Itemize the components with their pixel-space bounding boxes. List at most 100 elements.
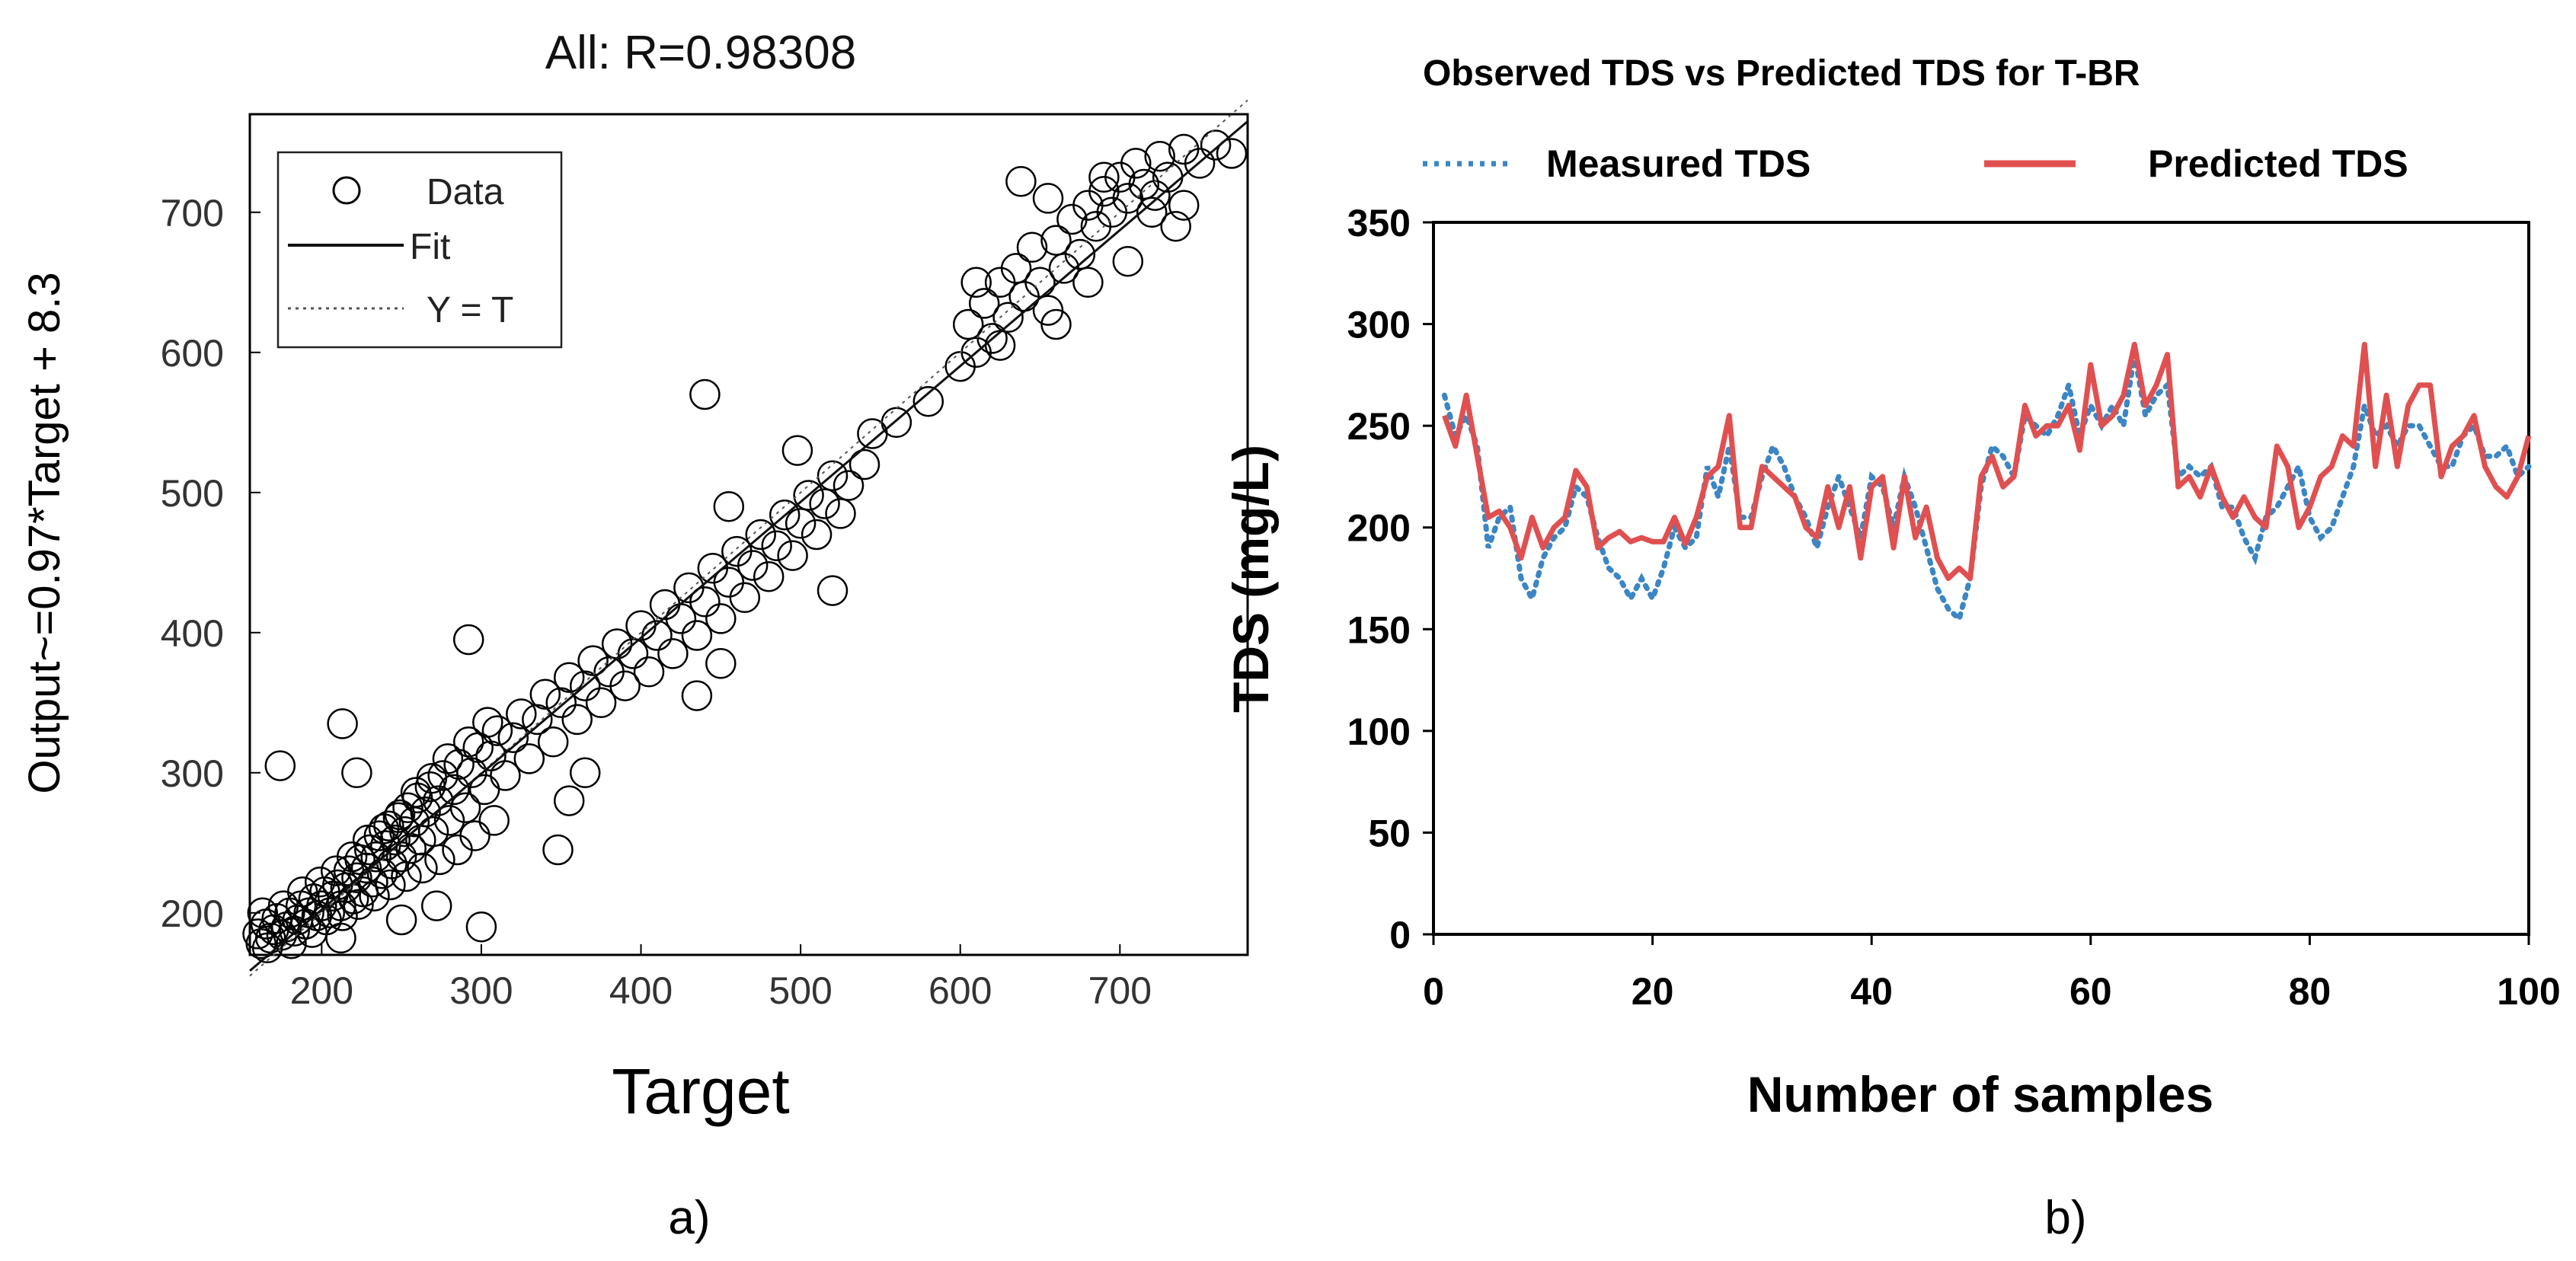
scatter-point [1216, 138, 1248, 169]
panel-label-a: a) [668, 1192, 710, 1244]
scatter-y-tick-label: 300 [161, 752, 224, 795]
scatter-point [689, 378, 721, 410]
scatter-point [585, 687, 617, 719]
scatter-point [781, 435, 813, 466]
scatter-point [1064, 238, 1096, 270]
scatter-legend-box [276, 151, 563, 349]
scatter-point [1032, 183, 1064, 214]
scatter-point [359, 880, 390, 911]
scatter-point [286, 876, 318, 908]
scatter-point [689, 586, 721, 618]
scatter-y-tick-label: 600 [161, 332, 224, 375]
legend-data-label: Data [427, 172, 504, 212]
scatter-point [617, 638, 649, 669]
scatter-point [769, 499, 801, 531]
scatter-point [553, 662, 585, 693]
scatter-point [793, 480, 824, 511]
scatter-point [1120, 148, 1152, 179]
scatter-point [1184, 148, 1216, 179]
scatter-point [729, 582, 761, 614]
scatter-point [952, 308, 984, 340]
line-y-tick-label: 0 [1389, 914, 1411, 956]
scatter-point [456, 757, 487, 789]
scatter-point [264, 750, 296, 781]
scatter-legend: Data Fit Y = T [276, 151, 563, 349]
scatter-x-axis-label: Target [612, 1055, 789, 1127]
scatter-point [304, 867, 336, 898]
scatter-x-ticks: 200 300 400 500 600 700 [290, 944, 1152, 1012]
scatter-point [1112, 245, 1144, 277]
line-x-tick-label: 80 [2289, 970, 2332, 1013]
scatter-point [817, 575, 849, 606]
scatter-point [452, 624, 484, 656]
scatter-y-tick-label: 200 [161, 892, 224, 935]
scatter-point [976, 323, 1008, 354]
scatter-point [1136, 196, 1168, 228]
scatter-point [449, 792, 481, 824]
scatter-y-axis-label: Output~=0.97*Target + 8.3 [20, 272, 69, 793]
scatter-point [276, 928, 307, 959]
scatter-point [314, 897, 346, 929]
scatter-point [753, 560, 785, 592]
scatter-point [1200, 129, 1232, 161]
scatter-point [472, 707, 503, 738]
scatter-point [343, 889, 374, 921]
line-y-ticks: 0 50 100 150 200 250 300 350 [1347, 202, 1433, 956]
line-x-tick-label: 0 [1423, 970, 1444, 1013]
scatter-point [537, 726, 569, 758]
scatter-point [352, 824, 384, 856]
scatter-point [713, 490, 745, 522]
scatter-point [745, 519, 776, 551]
line-plot-frame [1432, 221, 2530, 936]
scatter-point [1088, 161, 1120, 193]
scatter-point [490, 760, 521, 791]
scatter-y-ticks: 200 300 400 500 600 700 [161, 192, 260, 935]
legend-yt-label: Y = T [427, 290, 513, 330]
scatter-point [577, 645, 609, 676]
scatter-point [506, 698, 537, 729]
scatter-point [465, 911, 497, 943]
scatter-point [681, 620, 713, 651]
line-x-tick-label: 60 [2069, 970, 2112, 1013]
scatter-point [569, 670, 601, 701]
scatter-point [522, 704, 553, 736]
scatter-point [737, 550, 769, 581]
predicted-tds-series [1442, 341, 2532, 581]
line-y-tick-label: 150 [1347, 608, 1411, 651]
scatter-point [341, 757, 372, 789]
scatter-point [478, 805, 510, 836]
scatter-point [609, 670, 641, 701]
scatter-point [1040, 225, 1072, 256]
legend-fit-label: Fit [410, 227, 450, 267]
line-y-tick-label: 250 [1347, 405, 1411, 448]
line-y-tick-label: 350 [1347, 202, 1411, 244]
legend-predicted-label: Predicted TDS [2148, 142, 2408, 185]
scatter-point [1160, 210, 1191, 242]
scatter-point [1144, 140, 1175, 172]
scatter-point [545, 687, 577, 719]
scatter-point [561, 704, 593, 736]
scatter-point [384, 799, 416, 831]
scatter-point [553, 785, 585, 816]
scatter-point [325, 922, 356, 954]
scatter-point [336, 841, 368, 873]
scatter-point [785, 508, 817, 539]
scatter-point [681, 680, 713, 711]
scatter-point [1016, 231, 1048, 263]
scatter-x-tick-label: 500 [769, 969, 832, 1012]
scatter-point [410, 797, 441, 828]
scatter-point [379, 824, 411, 856]
line-y-tick-label: 200 [1347, 507, 1411, 550]
scatter-point [341, 862, 372, 894]
tds-line-chart: Observed TDS vs Predicted TDS for T-BR M… [1222, 53, 2561, 1244]
scatter-point [633, 656, 665, 688]
regression-scatter-chart: All: R=0.98308 200 300 400 500 600 700 200 300… [20, 27, 1249, 1244]
line-y-tick-label: 300 [1347, 304, 1411, 346]
scatter-point [416, 762, 448, 794]
scatter-point [513, 743, 545, 774]
scatter-point [1005, 166, 1037, 197]
scatter-x-tick-label: 700 [1088, 969, 1152, 1012]
line-x-tick-label: 100 [2497, 970, 2560, 1013]
scatter-point [424, 844, 455, 876]
scatter-point [497, 722, 529, 754]
